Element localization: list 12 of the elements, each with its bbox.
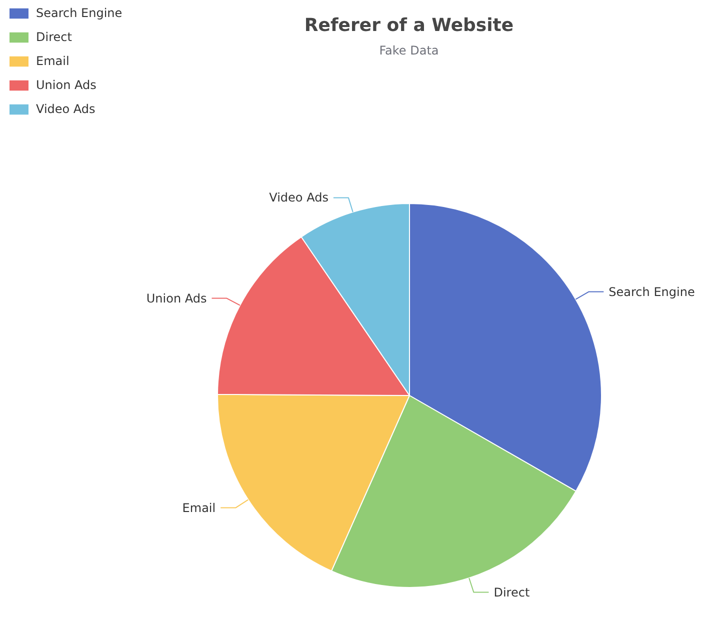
slice-label: Email [182,500,216,515]
slice-label: Search Engine [608,284,695,299]
legend-label: Search Engine [36,6,122,20]
slice-label: Video Ads [269,190,328,205]
legend-label: Direct [36,30,72,44]
legend-label: Video Ads [36,102,96,116]
legend-label: Email [36,54,70,68]
chart-title: Referer of a Website [304,15,514,36]
legend-label: Union Ads [36,78,96,92]
slice-label: Union Ads [146,291,207,306]
slice-label: Direct [494,585,530,600]
text: Fake Data [379,44,439,58]
